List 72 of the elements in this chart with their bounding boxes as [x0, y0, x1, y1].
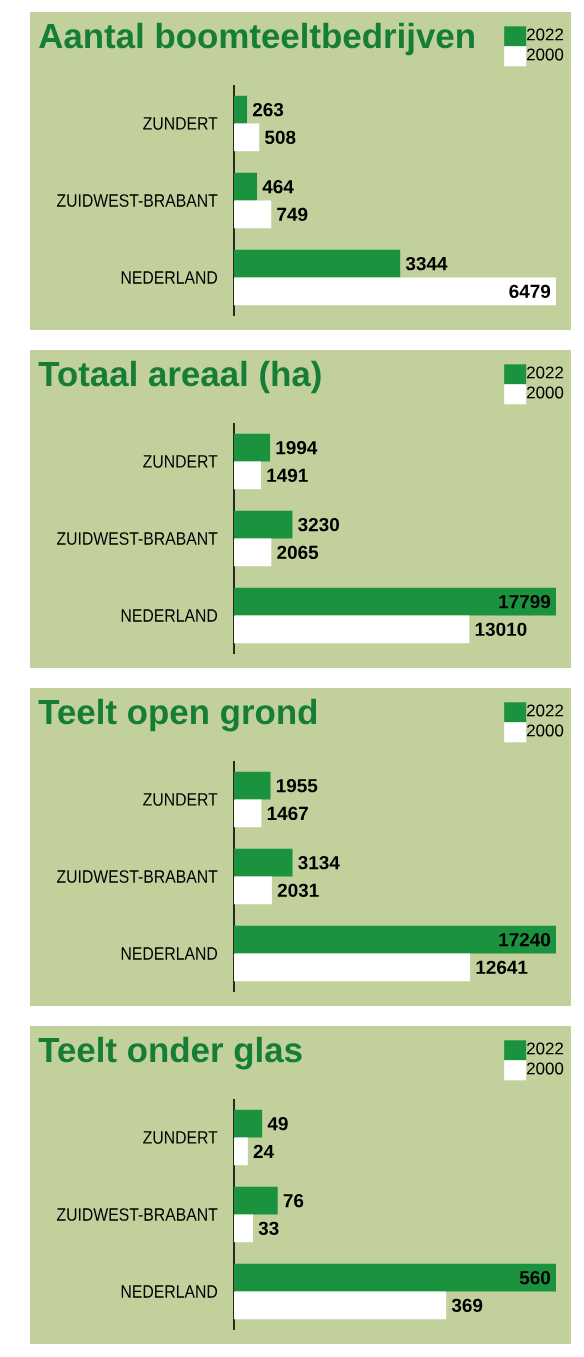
bar: [234, 95, 248, 124]
data-label: 49: [267, 1116, 288, 1131]
y-tick-label: ZUNDERT: [143, 117, 218, 130]
y-tick-label: ZUNDERT: [143, 793, 218, 806]
y-tick-label: NEDERLAND: [121, 947, 218, 960]
bar: [234, 587, 556, 616]
chart-title: Teelt open grond: [38, 698, 317, 732]
data-label: 17799: [499, 594, 551, 609]
legend-label: 2000: [527, 386, 564, 399]
bar: [234, 1137, 248, 1166]
data-label: 17240: [499, 932, 551, 947]
bar: [234, 1263, 556, 1292]
chart-title: Teelt onder glas: [38, 1036, 302, 1070]
y-tick-label: NEDERLAND: [121, 271, 218, 284]
chart-title: Aantal boomteeltbedrijven: [39, 22, 474, 56]
bar: [234, 1291, 447, 1320]
bar: [234, 123, 260, 152]
data-label: 2065: [277, 545, 319, 560]
bar: [234, 953, 471, 982]
data-label: 464: [262, 179, 294, 194]
bar: [234, 172, 258, 201]
bar: [234, 1109, 263, 1138]
legend-label: 2022: [527, 366, 563, 379]
data-label: 24: [253, 1144, 274, 1158]
data-label: 3134: [298, 855, 340, 870]
data-label: 369: [451, 1298, 483, 1313]
data-label: 1491: [267, 468, 308, 483]
y-tick-label: ZUNDERT: [143, 1131, 218, 1144]
data-label: 12641: [476, 960, 528, 975]
chart-title: Totaal areaal (ha): [38, 360, 321, 394]
legend-label: 2000: [527, 48, 564, 61]
legend-label: 2000: [527, 1062, 564, 1075]
legend-label: 2000: [527, 724, 564, 737]
bar: [234, 771, 271, 800]
y-tick-label: NEDERLAND: [121, 1285, 218, 1298]
y-tick-label: ZUIDWEST-BRABANT: [56, 1208, 218, 1221]
data-label: 749: [277, 207, 308, 222]
bar: [234, 510, 293, 539]
legend-label: 2022: [527, 704, 563, 717]
y-tick-label: ZUIDWEST-BRABANT: [56, 532, 218, 545]
data-label: 2031: [277, 883, 319, 898]
legend-label: 2022: [527, 28, 563, 41]
bar: [234, 1214, 253, 1243]
bar: [234, 461, 261, 490]
y-tick-label: ZUIDWEST-BRABANT: [56, 870, 218, 883]
bar: [234, 1186, 278, 1215]
data-label: 263: [252, 102, 284, 117]
data-label: 3344: [405, 256, 448, 271]
data-label: 1994: [276, 440, 318, 455]
bar: [234, 848, 293, 877]
data-label: 1467: [267, 806, 308, 821]
data-label: 560: [519, 1270, 551, 1285]
data-label: 3230: [298, 517, 339, 532]
data-label: 508: [265, 130, 296, 145]
bar: [234, 277, 557, 306]
data-label: 1955: [276, 778, 318, 793]
bar: [234, 925, 556, 954]
bar: [234, 799, 262, 828]
data-label: 13010: [475, 622, 527, 637]
y-tick-label: ZUIDWEST-BRABANT: [56, 194, 218, 207]
data-label: 6479: [509, 284, 551, 299]
bar: [234, 200, 272, 229]
bar: [234, 538, 272, 567]
data-label: 76: [283, 1193, 304, 1208]
bar: [234, 433, 271, 462]
bar: [234, 615, 470, 644]
y-tick-label: ZUNDERT: [143, 455, 218, 468]
y-tick-label: NEDERLAND: [121, 609, 218, 622]
bar: [234, 249, 401, 278]
legend-label: 2022: [527, 1042, 563, 1055]
bar: [234, 876, 272, 905]
data-label: 33: [258, 1221, 279, 1236]
